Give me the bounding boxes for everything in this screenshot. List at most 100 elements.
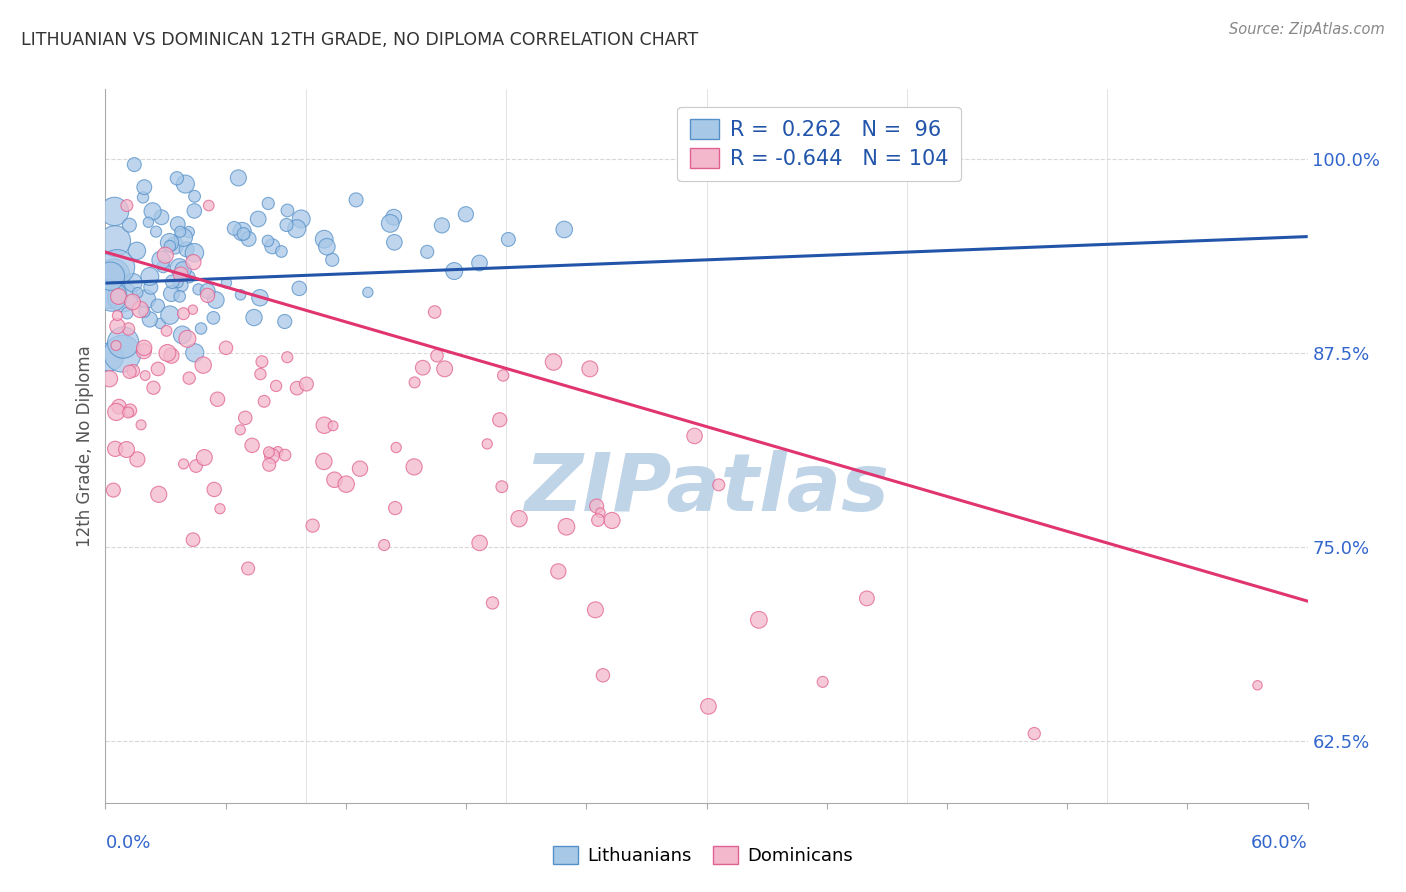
Point — [121, 295, 143, 310]
Point — [152, 260, 174, 274]
Point — [583, 603, 606, 617]
Point — [301, 518, 323, 533]
Point — [183, 203, 205, 218]
Point — [118, 218, 141, 232]
Point — [197, 198, 219, 212]
Point — [105, 319, 128, 334]
Point — [163, 238, 186, 252]
Point — [707, 478, 730, 492]
Point — [156, 346, 179, 360]
Point — [508, 511, 530, 525]
Point — [433, 361, 456, 376]
Point — [314, 232, 336, 246]
Point — [697, 699, 720, 714]
Point — [454, 207, 477, 221]
Point — [98, 287, 121, 301]
Point — [349, 461, 371, 475]
Point — [105, 405, 128, 419]
Point — [112, 335, 135, 350]
Point — [170, 268, 193, 282]
Point — [276, 203, 298, 218]
Point — [174, 177, 197, 191]
Point — [146, 299, 169, 313]
Point — [105, 309, 128, 323]
Point — [382, 235, 405, 250]
Point — [215, 276, 238, 290]
Text: Source: ZipAtlas.com: Source: ZipAtlas.com — [1229, 22, 1385, 37]
Point — [443, 264, 465, 278]
Point — [173, 457, 195, 471]
Point — [139, 312, 162, 326]
Point — [382, 211, 405, 225]
Point — [215, 341, 238, 355]
Point — [134, 341, 156, 355]
Point — [184, 345, 207, 359]
Point — [181, 533, 204, 547]
Point — [122, 276, 145, 290]
Point — [100, 269, 122, 284]
Point — [166, 171, 188, 186]
Point — [166, 217, 188, 231]
Point — [115, 198, 138, 212]
Point — [155, 248, 177, 262]
Point — [132, 344, 155, 359]
Point — [231, 225, 253, 239]
Point — [159, 308, 181, 322]
Point — [142, 204, 165, 219]
Point — [105, 260, 128, 274]
Point — [491, 480, 513, 494]
Point — [111, 346, 134, 360]
Point — [162, 275, 184, 289]
Point — [149, 317, 172, 331]
Point — [488, 413, 510, 427]
Point — [124, 158, 146, 172]
Point — [229, 287, 252, 301]
Point — [172, 307, 194, 321]
Point — [115, 306, 138, 320]
Text: 60.0%: 60.0% — [1251, 834, 1308, 852]
Point — [145, 225, 167, 239]
Point — [208, 501, 231, 516]
Point — [856, 591, 879, 606]
Point — [290, 211, 312, 226]
Point — [148, 487, 170, 501]
Point — [543, 355, 565, 369]
Point — [232, 227, 254, 241]
Point — [323, 473, 346, 487]
Point — [139, 269, 162, 284]
Point — [103, 483, 125, 497]
Point — [585, 499, 607, 513]
Point — [285, 381, 308, 395]
Point — [125, 244, 148, 258]
Point — [344, 193, 367, 207]
Point — [498, 232, 520, 246]
Point — [404, 376, 426, 390]
Point — [103, 268, 125, 282]
Point — [108, 400, 131, 414]
Point — [176, 243, 198, 257]
Point — [118, 365, 141, 379]
Point — [183, 245, 205, 260]
Point — [384, 501, 406, 516]
Point — [276, 218, 298, 232]
Point — [107, 289, 129, 303]
Point — [748, 613, 770, 627]
Point — [120, 403, 142, 417]
Point — [139, 280, 162, 294]
Point — [335, 477, 357, 491]
Point — [423, 305, 446, 319]
Point — [683, 429, 706, 443]
Point — [127, 452, 149, 467]
Point — [177, 269, 200, 284]
Point — [98, 372, 121, 386]
Y-axis label: 12th Grade, No Diploma: 12th Grade, No Diploma — [76, 345, 94, 547]
Point — [228, 170, 250, 185]
Point — [579, 361, 602, 376]
Point — [103, 204, 125, 219]
Point — [127, 285, 149, 300]
Legend: Lithuanians, Dominicans: Lithuanians, Dominicans — [544, 838, 862, 874]
Point — [111, 290, 134, 304]
Point — [169, 289, 191, 303]
Point — [129, 417, 152, 432]
Point — [236, 561, 259, 575]
